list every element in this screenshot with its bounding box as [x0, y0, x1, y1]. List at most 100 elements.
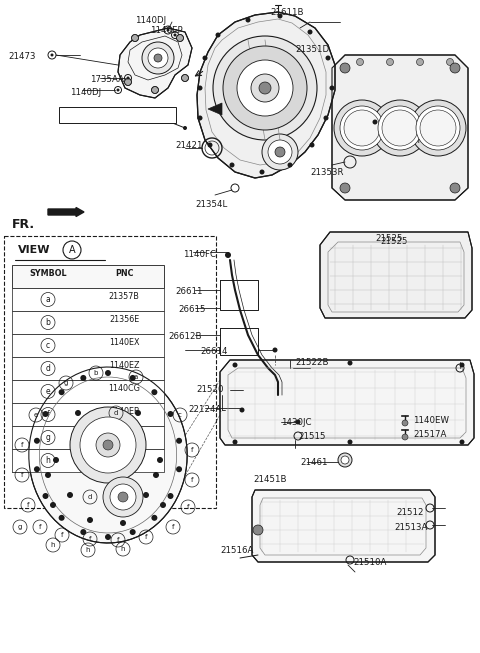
- Circle shape: [197, 86, 203, 91]
- Circle shape: [142, 42, 174, 74]
- Text: 21513A: 21513A: [394, 523, 427, 532]
- Text: a: a: [134, 374, 138, 380]
- Text: c: c: [178, 412, 182, 418]
- Circle shape: [232, 362, 238, 368]
- Text: 26612B: 26612B: [168, 332, 202, 341]
- Text: 21357B: 21357B: [108, 292, 139, 301]
- Circle shape: [340, 183, 350, 193]
- Circle shape: [50, 54, 53, 57]
- Circle shape: [357, 59, 363, 65]
- Text: A: A: [228, 100, 235, 110]
- Text: h: h: [121, 546, 125, 552]
- Circle shape: [143, 492, 149, 498]
- Circle shape: [372, 100, 428, 156]
- FancyBboxPatch shape: [12, 288, 164, 311]
- Circle shape: [262, 134, 298, 170]
- Circle shape: [288, 163, 292, 168]
- Circle shape: [341, 456, 349, 464]
- Text: d: d: [88, 494, 92, 500]
- Text: VIEW: VIEW: [18, 245, 50, 255]
- Text: 1140EB: 1140EB: [109, 407, 139, 416]
- Circle shape: [420, 110, 456, 146]
- Circle shape: [105, 370, 111, 376]
- Circle shape: [117, 89, 120, 91]
- Circle shape: [118, 492, 128, 502]
- Circle shape: [240, 407, 244, 413]
- Text: SYMBOL: SYMBOL: [29, 269, 67, 278]
- Polygon shape: [220, 360, 474, 445]
- Text: 21525: 21525: [380, 237, 408, 246]
- Text: 26614: 26614: [200, 347, 228, 356]
- Circle shape: [402, 420, 408, 426]
- Text: f: f: [191, 477, 193, 483]
- Circle shape: [260, 170, 264, 174]
- Circle shape: [130, 529, 136, 535]
- Circle shape: [334, 100, 390, 156]
- Text: 21356E: 21356E: [109, 315, 139, 324]
- Circle shape: [135, 410, 141, 416]
- Circle shape: [197, 116, 203, 121]
- Text: c: c: [46, 341, 50, 350]
- Circle shape: [124, 78, 132, 86]
- Text: f: f: [47, 410, 49, 419]
- Text: FR.: FR.: [12, 218, 35, 231]
- Polygon shape: [29, 367, 187, 543]
- Circle shape: [203, 56, 207, 61]
- Circle shape: [160, 502, 166, 508]
- Circle shape: [43, 493, 48, 499]
- Circle shape: [296, 419, 300, 424]
- Circle shape: [402, 434, 408, 440]
- Circle shape: [53, 457, 59, 463]
- Circle shape: [344, 110, 380, 146]
- Circle shape: [417, 59, 423, 65]
- Text: 21461: 21461: [300, 458, 327, 467]
- FancyArrow shape: [48, 208, 84, 217]
- Text: d: d: [114, 410, 118, 416]
- FancyBboxPatch shape: [59, 107, 176, 123]
- Circle shape: [229, 163, 235, 168]
- Circle shape: [348, 360, 352, 366]
- Circle shape: [459, 439, 465, 445]
- Circle shape: [168, 411, 173, 417]
- Text: PNC: PNC: [115, 269, 133, 278]
- Text: 21354L: 21354L: [195, 200, 227, 209]
- Circle shape: [151, 515, 157, 521]
- Circle shape: [338, 453, 352, 467]
- Text: 21515: 21515: [298, 432, 325, 441]
- Circle shape: [225, 252, 231, 258]
- Circle shape: [378, 106, 422, 150]
- Circle shape: [34, 438, 40, 444]
- Polygon shape: [208, 103, 222, 115]
- Circle shape: [75, 410, 81, 416]
- Circle shape: [348, 439, 352, 445]
- Circle shape: [173, 33, 177, 37]
- Text: f: f: [117, 537, 119, 543]
- Circle shape: [132, 35, 139, 42]
- Text: g: g: [46, 433, 50, 442]
- Circle shape: [151, 389, 157, 395]
- Text: 21421: 21421: [175, 142, 203, 150]
- Circle shape: [176, 466, 182, 472]
- Circle shape: [273, 347, 277, 353]
- Text: 21516A: 21516A: [220, 546, 253, 555]
- Text: a: a: [46, 295, 50, 304]
- Polygon shape: [197, 12, 335, 178]
- Text: 21353R: 21353R: [310, 168, 344, 177]
- Circle shape: [253, 525, 263, 535]
- Text: 1140FR: 1140FR: [109, 430, 139, 439]
- FancyBboxPatch shape: [4, 236, 216, 508]
- Circle shape: [237, 60, 293, 116]
- Circle shape: [410, 100, 466, 156]
- Circle shape: [168, 493, 173, 499]
- Text: 1430JC: 1430JC: [281, 418, 312, 427]
- Text: f: f: [21, 442, 23, 448]
- Text: f: f: [27, 502, 29, 508]
- FancyBboxPatch shape: [12, 311, 164, 334]
- Circle shape: [386, 59, 394, 65]
- Text: 1140DJ: 1140DJ: [70, 88, 101, 97]
- Circle shape: [148, 48, 168, 68]
- Circle shape: [251, 74, 279, 102]
- Text: h: h: [51, 542, 55, 548]
- Text: 1140FC: 1140FC: [183, 250, 216, 259]
- Circle shape: [103, 477, 143, 517]
